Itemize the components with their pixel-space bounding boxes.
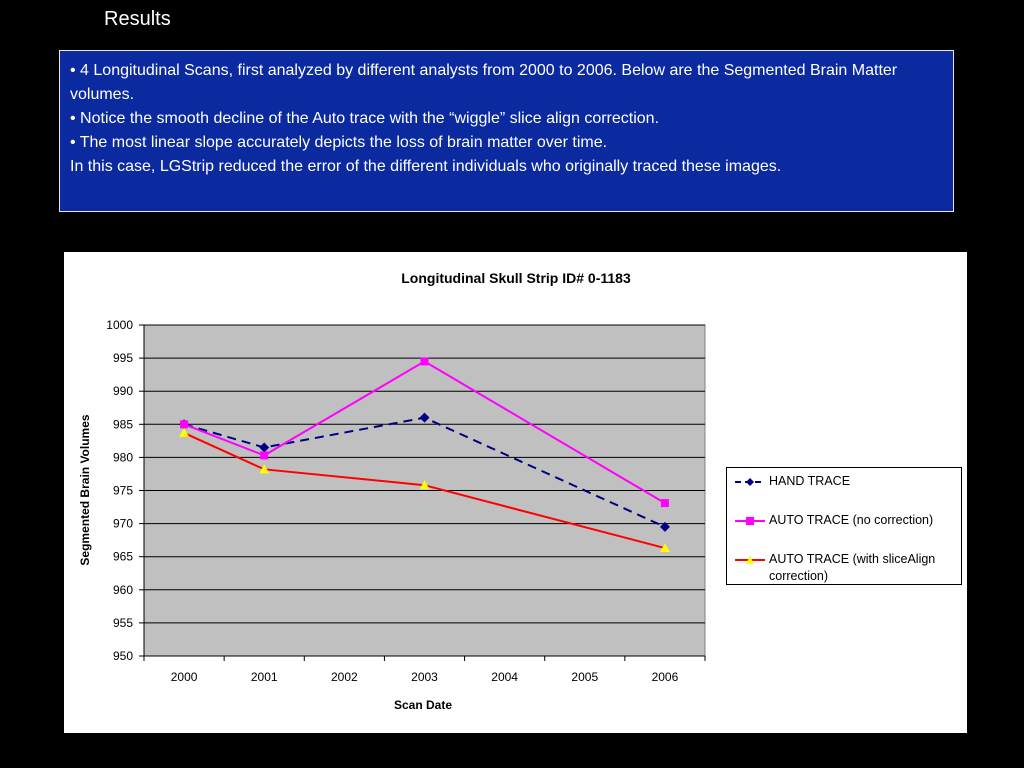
legend-label-hand-trace: HAND TRACE	[769, 474, 851, 488]
x-tick-label: 2001	[251, 670, 278, 684]
y-tick-label: 975	[113, 484, 133, 498]
plot-layer: 1000 995 990 985 980 975 970 965 960 955 950 2000 20…	[106, 318, 706, 684]
chart-title: Longitudinal Skull Strip ID# 0-1183	[401, 270, 631, 286]
data-point-1	[260, 451, 269, 460]
y-tick-label: 960	[113, 583, 133, 597]
x-tick-label: 2005	[571, 670, 598, 684]
legend-label-auto-trace-slicealign: AUTO TRACE (with sliceAlign correction)	[769, 552, 936, 583]
y-tick-label: 985	[113, 417, 133, 431]
slide-title: Results	[104, 8, 171, 30]
legend-label-auto-trace-no-correction: AUTO TRACE (no correction)	[769, 513, 934, 527]
x-tick-label: 2003	[411, 670, 438, 684]
data-point-1	[180, 420, 189, 429]
x-tick-label: 2000	[171, 670, 198, 684]
chart-svg: Longitudinal Skull Strip ID# 0-1183 1000…	[78, 270, 706, 712]
y-tick-label: 970	[113, 517, 133, 531]
data-point-2	[179, 427, 190, 437]
series-line-1	[183, 360, 666, 504]
x-tick-label: 2006	[652, 670, 679, 684]
data-point-1	[420, 357, 429, 366]
info-box: • 4 Longitudinal Scans, first analyzed b…	[59, 50, 954, 212]
data-point-2	[659, 543, 670, 553]
data-point-0	[259, 442, 270, 453]
legend-swatch-hand-trace	[735, 478, 765, 486]
x-tick-label: 2004	[491, 670, 518, 684]
y-axis-label: Segmented Brain Volumes	[78, 414, 92, 565]
info-line-4: In this case, LGStrip reduced the error …	[70, 158, 782, 175]
data-point-2	[419, 480, 430, 490]
y-tick-label: 995	[113, 351, 133, 365]
chart-legend: HAND TRACE AUTO TRACE (no correction) AU…	[726, 467, 962, 585]
y-tick-label: 950	[113, 649, 133, 663]
data-point-2	[259, 464, 270, 474]
y-tick-label: 1000	[106, 318, 133, 332]
x-tick-label: 2002	[331, 670, 358, 684]
info-line-1: • 4 Longitudinal Scans, first analyzed b…	[70, 62, 898, 103]
data-point-1	[660, 499, 669, 508]
info-line-3: • The most linear slope accurately depic…	[70, 134, 608, 151]
chart-panel: Longitudinal Skull Strip ID# 0-1183 1000…	[64, 252, 967, 733]
data-point-0	[419, 412, 430, 423]
legend-swatch-auto-trace-no-correction	[735, 517, 765, 525]
x-axis-label: Scan Date	[394, 698, 452, 712]
series-line-0	[183, 416, 666, 528]
data-point-0	[659, 521, 670, 532]
y-tick-label: 980	[113, 450, 133, 464]
legend-swatch-auto-trace-slicealign	[735, 556, 765, 564]
info-line-2: • Notice the smooth decline of the Auto …	[70, 110, 660, 127]
y-tick-label: 990	[113, 384, 133, 398]
series-line-2	[183, 431, 666, 550]
y-tick-label: 955	[113, 616, 133, 630]
y-tick-label: 965	[113, 550, 133, 564]
